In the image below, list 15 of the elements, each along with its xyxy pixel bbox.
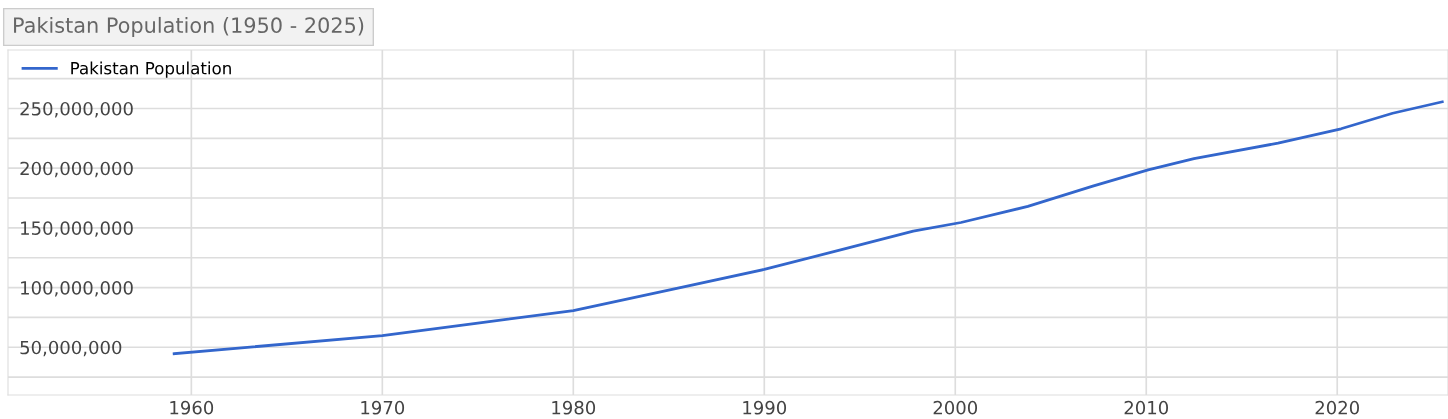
x-tick-label: 1980 [552,400,596,415]
y-tick-label: 200,000,000 [20,161,133,178]
x-tick-label: 2020 [1315,400,1360,415]
x-tick-label: 2000 [933,400,978,415]
y-tick-label: 100,000,000 [21,281,133,297]
y-tick-label: 150,000,000 [21,221,133,237]
y-tick-label: 250,000,000 [20,101,133,118]
chart-title: Pakistan Population (1950 - 2025) [14,16,364,38]
y-tick-label: 50,000,000 [20,340,122,357]
x-tick-label: 1960 [170,400,214,415]
x-tick-label: 2010 [1124,400,1169,415]
x-tick-label: 1990 [743,400,787,415]
x-tick-label: 1970 [361,400,405,415]
line-series [172,100,1444,356]
legend-label: Pakistan Population [71,61,231,78]
